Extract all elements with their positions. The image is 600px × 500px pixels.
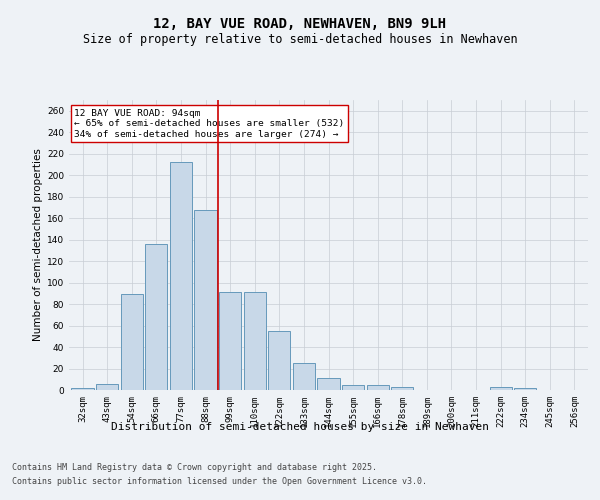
Bar [293,363,315,390]
Y-axis label: Number of semi-detached properties: Number of semi-detached properties [33,148,43,342]
Text: Contains HM Land Registry data © Crown copyright and database right 2025.: Contains HM Land Registry data © Crown c… [12,462,377,471]
Bar [121,294,143,390]
Bar [219,292,241,390]
Bar [71,388,94,390]
Bar [391,387,413,390]
Text: Contains public sector information licensed under the Open Government Licence v3: Contains public sector information licen… [12,478,427,486]
Text: 12, BAY VUE ROAD, NEWHAVEN, BN9 9LH: 12, BAY VUE ROAD, NEWHAVEN, BN9 9LH [154,18,446,32]
Bar [145,244,167,390]
Bar [342,384,364,390]
Bar [317,378,340,390]
Bar [490,387,512,390]
Bar [268,331,290,390]
Bar [194,210,217,390]
Bar [170,162,192,390]
Text: 12 BAY VUE ROAD: 94sqm
← 65% of semi-detached houses are smaller (532)
34% of se: 12 BAY VUE ROAD: 94sqm ← 65% of semi-det… [74,108,344,138]
Bar [367,384,389,390]
Bar [514,388,536,390]
Bar [244,292,266,390]
Text: Size of property relative to semi-detached houses in Newhaven: Size of property relative to semi-detach… [83,32,517,46]
Text: Distribution of semi-detached houses by size in Newhaven: Distribution of semi-detached houses by … [111,422,489,432]
Bar [96,384,118,390]
